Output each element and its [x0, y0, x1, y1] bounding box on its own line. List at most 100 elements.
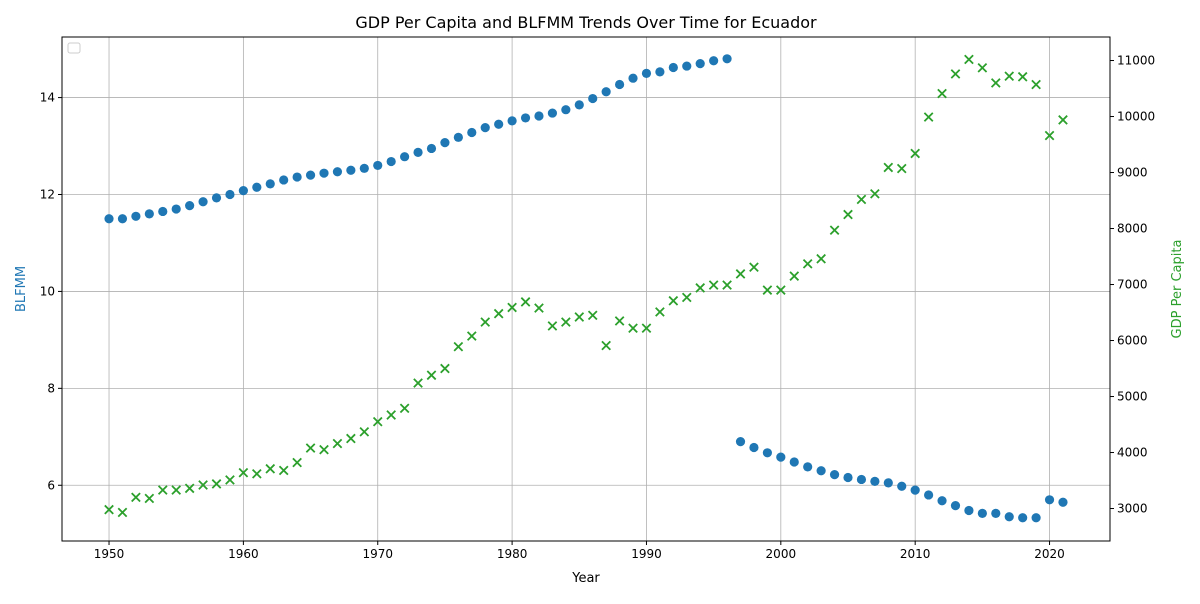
blfmm-point — [400, 152, 410, 162]
gdp-point — [964, 54, 974, 65]
blfmm-point — [534, 111, 544, 121]
gdp-point — [131, 492, 141, 503]
x-tick-label: 1990 — [631, 547, 662, 561]
blfmm-point — [588, 93, 598, 104]
gdp-point — [386, 410, 397, 420]
gdp-point — [184, 483, 195, 494]
blfmm-point — [225, 189, 235, 200]
y-left-tick-label: 14 — [40, 91, 55, 105]
gdp-point — [117, 507, 128, 518]
blfmm-point — [359, 163, 369, 173]
blfmm-point — [937, 496, 947, 506]
gdp-point — [413, 378, 423, 388]
gdp-point — [950, 69, 961, 79]
y-right-tick-label: 11000 — [1117, 54, 1155, 68]
y-right-tick-label: 3000 — [1117, 502, 1148, 516]
chart-title: GDP Per Capita and BLFMM Trends Over Tim… — [355, 13, 817, 32]
blfmm-point — [440, 138, 450, 148]
blfmm-point — [198, 197, 208, 207]
y-right-tick-label: 6000 — [1117, 334, 1148, 348]
blfmm-point — [709, 56, 719, 66]
blfmm-point — [1004, 512, 1014, 522]
blfmm-point — [413, 147, 423, 157]
gdp-point — [346, 433, 356, 444]
blfmm-point — [211, 193, 222, 203]
gdp-point — [144, 493, 155, 504]
y-right-tick-label: 9000 — [1117, 166, 1148, 180]
gdp-point — [319, 444, 329, 455]
legend-box — [67, 42, 81, 54]
gdp-point — [990, 78, 1001, 88]
y-axis-left-label: BLFMM — [14, 266, 29, 312]
y-left-tick-label: 10 — [40, 284, 55, 298]
gdp-point — [937, 88, 947, 99]
blfmm-point — [332, 167, 343, 177]
gdp-point — [399, 403, 410, 414]
blfmm-point — [507, 116, 517, 126]
gdp-point — [104, 504, 114, 515]
x-tick-label: 2020 — [1034, 547, 1065, 561]
blfmm-point — [964, 505, 974, 516]
plot-area-frame — [61, 36, 1111, 542]
gdp-point — [480, 317, 491, 327]
gdp-point — [211, 479, 222, 489]
gdp-point — [332, 438, 343, 449]
blfmm-point — [749, 442, 759, 453]
blfmm-point — [682, 61, 692, 71]
blfmm-point — [668, 62, 678, 73]
blfmm-point — [641, 68, 652, 78]
gdp-point — [561, 317, 571, 327]
blfmm-point — [735, 437, 746, 447]
gdp-point — [775, 285, 786, 295]
gdp-point — [923, 112, 934, 122]
blfmm-point — [265, 179, 275, 189]
blfmm-point — [547, 108, 558, 118]
blfmm-point — [789, 457, 799, 467]
blfmm-point — [655, 67, 665, 77]
blfmm-point — [991, 508, 1001, 518]
blfmm-point — [279, 175, 289, 185]
gdp-point — [1058, 115, 1068, 125]
blfmm-point — [131, 211, 141, 221]
gdp-point — [681, 292, 692, 303]
gdp-point — [359, 426, 370, 437]
blfmm-point — [1018, 513, 1028, 523]
gdp-point — [628, 323, 638, 334]
x-tick-label: 2010 — [900, 547, 931, 561]
gdp-point — [722, 280, 732, 290]
gdp-point — [238, 467, 249, 478]
blfmm-point — [467, 127, 477, 138]
y-left-tick-label: 6 — [47, 478, 55, 492]
gdp-point — [1031, 79, 1041, 90]
gdp-point — [278, 465, 289, 476]
y-axis-left: 6 8 10 12 14 — [40, 91, 62, 492]
blfmm-series — [104, 54, 1068, 523]
blfmm-point — [574, 100, 584, 110]
x-tick-label: 1960 — [228, 547, 259, 561]
blfmm-point — [252, 182, 262, 192]
x-tick-label: 1950 — [94, 547, 125, 561]
y-right-tick-label: 10000 — [1117, 110, 1155, 124]
x-tick-label: 1970 — [362, 547, 393, 561]
gdp-point — [829, 225, 840, 236]
gdp-point — [520, 297, 531, 307]
blfmm-point — [897, 481, 907, 491]
gdp-point — [816, 253, 826, 264]
x-tick-label: 1980 — [497, 547, 528, 561]
blfmm-point — [856, 474, 867, 485]
blfmm-point — [319, 168, 329, 178]
gdp-point — [305, 443, 316, 453]
blfmm-point — [776, 452, 786, 462]
blfmm-point — [346, 165, 356, 175]
blfmm-point — [870, 476, 880, 486]
gdp-point — [507, 302, 517, 313]
blfmm-point — [158, 206, 168, 217]
gdp-point — [749, 262, 759, 272]
gdp-point — [695, 283, 706, 293]
gdp-point — [292, 457, 302, 468]
x-axis-label: Year — [571, 571, 600, 586]
gdp-point — [265, 463, 276, 474]
gdp-point — [493, 308, 504, 319]
